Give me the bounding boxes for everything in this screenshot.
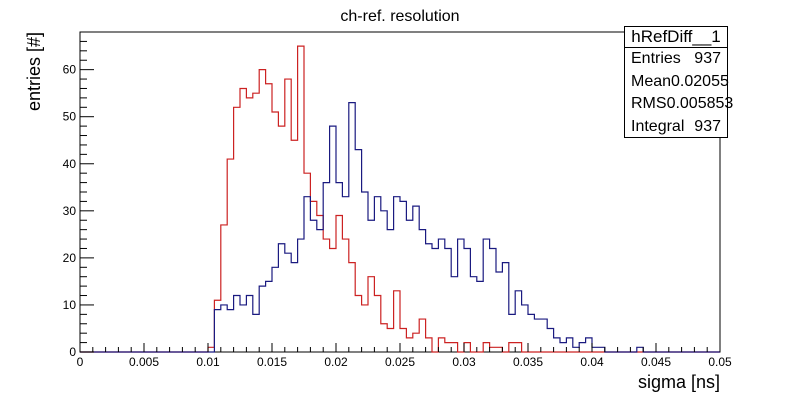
stats-row-integral: Integral 937 [625, 116, 727, 139]
x-tick-label: 0.025 [385, 355, 415, 369]
stats-title: hRefDiff__1 [625, 27, 727, 48]
stats-label-integral: Integral [631, 117, 685, 135]
y-tick-label: 60 [63, 63, 77, 77]
x-tick-label: 0.04 [580, 355, 604, 369]
x-axis-label: sigma [ns] [638, 372, 720, 392]
stats-label-mean: Mean [631, 72, 672, 90]
stats-value-mean: 0.02055 [671, 72, 729, 90]
y-tick-label: 40 [63, 157, 77, 171]
stats-row-entries: Entries 937 [625, 48, 727, 71]
x-tick-label: 0.03 [452, 355, 476, 369]
stats-label-entries: Entries [631, 50, 681, 67]
stats-row-rms: RMS 0.005853 [625, 93, 733, 116]
stats-box: hRefDiff__1 Entries 937 Mean 0.02055 RMS… [624, 26, 733, 139]
x-tick-label: 0.045 [641, 355, 671, 369]
stats-value-rms: 0.005853 [666, 95, 734, 112]
series-line-1 [80, 101, 720, 353]
x-tick-label: 0.02 [324, 355, 348, 369]
y-tick-label: 10 [63, 298, 77, 312]
x-tick-label: 0.05 [708, 355, 732, 369]
stats-label-rms: RMS [631, 95, 667, 112]
series-line-0 [80, 45, 720, 353]
x-tick-label: 0.01 [196, 355, 220, 369]
x-tick-label: 0.005 [129, 355, 159, 369]
stats-value-integral: 937 [694, 117, 721, 135]
x-tick-label: 0 [77, 355, 84, 369]
chart-title: ch-ref. resolution [340, 8, 459, 25]
y-tick-label: 50 [63, 110, 77, 124]
y-tick-label: 0 [69, 345, 76, 359]
x-tick-label: 0.035 [513, 355, 543, 369]
stats-row-mean: Mean 0.02055 [625, 71, 729, 94]
y-tick-label: 30 [63, 204, 77, 218]
x-tick-label: 0.015 [257, 355, 287, 369]
y-axis-label: entries [#] [24, 32, 44, 111]
stats-value-entries: 937 [694, 50, 721, 67]
y-tick-label: 20 [63, 251, 77, 265]
